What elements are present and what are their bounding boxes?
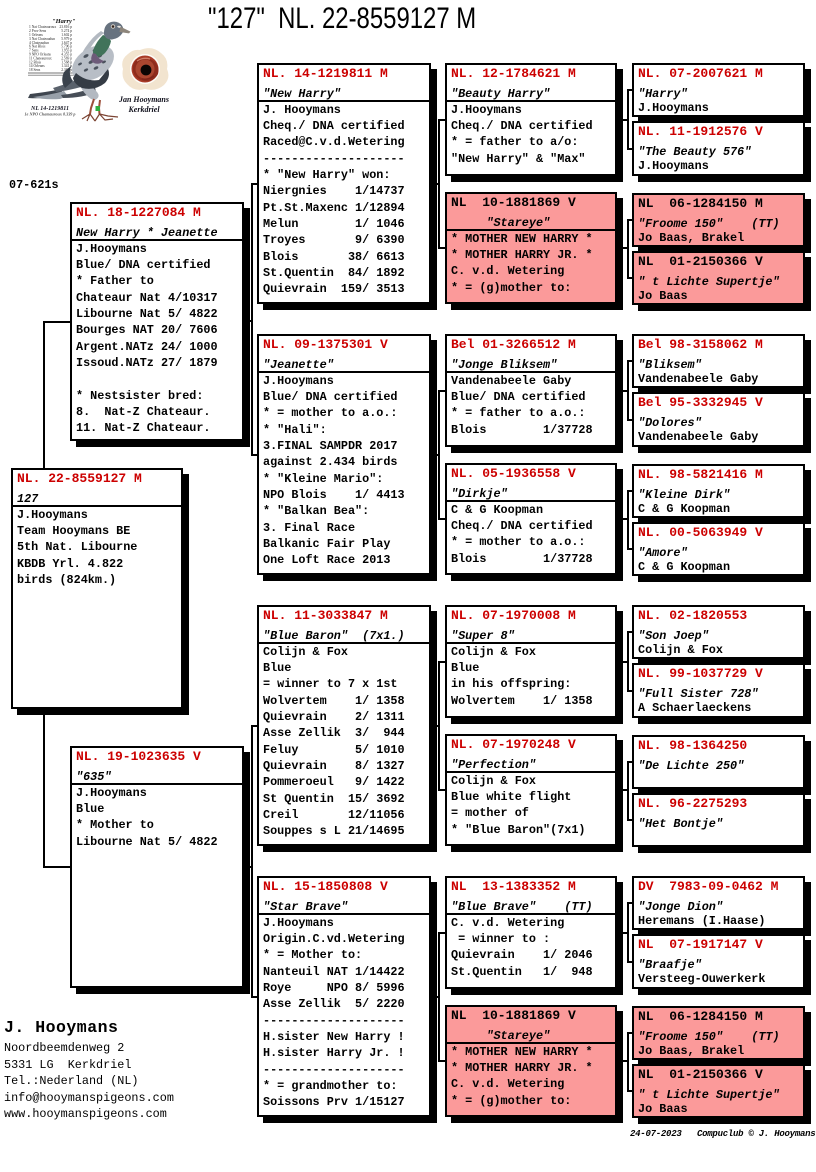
svg-text:1.647 p: 1.647 p [61, 41, 72, 45]
svg-text:1e NPO Chateauroux 8.339 p: 1e NPO Chateauroux 8.339 p [24, 112, 75, 117]
svg-text:18 Sens: 18 Sens [29, 68, 41, 72]
svg-text:Jan Hooymans: Jan Hooymans [118, 95, 169, 104]
svg-text:3 Nat Chateaudun: 3 Nat Chateaudun [29, 37, 55, 41]
svg-text:1 Nat Chateauroux: 1 Nat Chateauroux [29, 25, 56, 29]
svg-text:4 Chateaudun: 4 Chateaudun [29, 41, 49, 45]
svg-text:4.355 p: 4.355 p [61, 53, 72, 57]
svg-text:5.979 p: 5.979 p [61, 37, 72, 41]
svg-text:NL 14-1219811: NL 14-1219811 [30, 106, 69, 112]
svg-text:12 Blois: 12 Blois [29, 60, 42, 64]
svg-text:5.796 p: 5.796 p [61, 45, 72, 49]
svg-text:1.955 p: 1.955 p [61, 49, 72, 53]
svg-text:2.569 p: 2.569 p [61, 56, 72, 60]
svg-text:14 Orleans: 14 Orleans [29, 64, 45, 68]
svg-text:1.602 p: 1.602 p [61, 33, 72, 37]
svg-text:5.274 p: 5.274 p [61, 29, 72, 33]
svg-text:11 Chateauroux: 11 Chateauroux [29, 56, 52, 60]
svg-text:6 Nat Blois: 6 Nat Blois [29, 45, 46, 49]
svg-text:1.341 p: 1.341 p [61, 64, 72, 68]
svg-text:Kerkdriel: Kerkdriel [127, 105, 160, 114]
svg-text:9 NPO Orleans: 9 NPO Orleans [29, 53, 52, 57]
svg-text:"Harry": "Harry" [52, 18, 76, 25]
svg-text:1.568 p: 1.568 p [61, 60, 72, 64]
svg-text:23.816 p: 23.816 p [59, 25, 72, 29]
svg-text:7 Sens: 7 Sens [29, 49, 39, 53]
svg-text:2 Prov Sens: 2 Prov Sens [29, 29, 47, 33]
svg-text:1 Orleans: 1 Orleans [29, 33, 43, 37]
